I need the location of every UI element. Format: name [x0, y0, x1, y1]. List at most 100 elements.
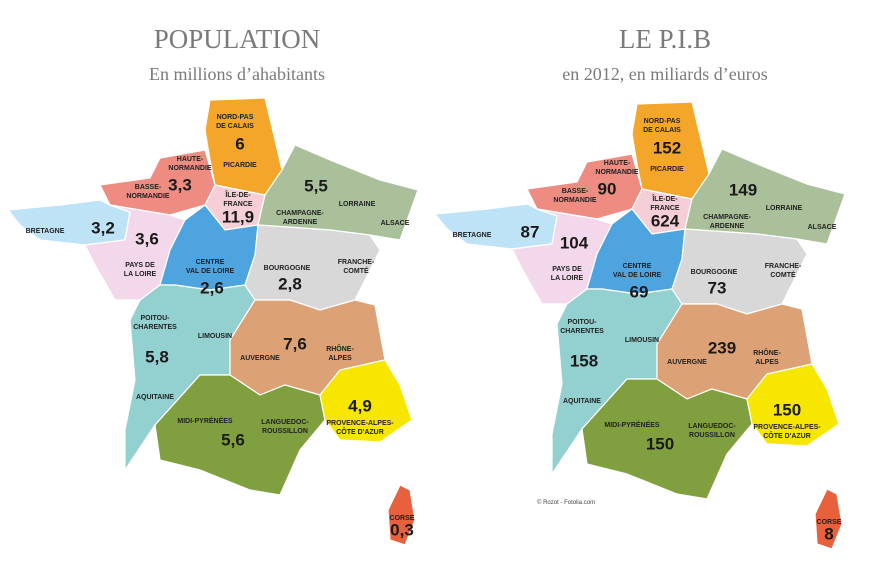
map-subtitle: en 2012, en miliards d’euros [562, 64, 767, 84]
region-value: 0,3 [390, 520, 414, 539]
region-label: ROUSSILLON [689, 432, 735, 439]
region-value: 624 [651, 211, 680, 230]
region-label: AUVERGNE [240, 355, 280, 362]
region-label: PROVENCE-ALPES- [326, 420, 394, 427]
region-label: COMTÉ [343, 266, 369, 275]
region-label: ALSACE [808, 224, 837, 231]
region-value: 5,5 [304, 176, 328, 195]
region-label: NORMANDIE [126, 193, 169, 200]
region-label: HAUTE- [177, 156, 204, 163]
region-label: LANGUEDOC- [688, 423, 736, 430]
region-label: VAL DE LOIRE [186, 268, 235, 275]
region-value: 2,8 [278, 274, 302, 293]
region-value: 158 [570, 351, 598, 370]
region-label: NORD-PAS [217, 114, 254, 121]
region [814, 488, 843, 550]
region-label: FRANCE [650, 205, 679, 212]
region [581, 378, 753, 500]
region-label: LIMOUSIN [198, 333, 232, 340]
region-value: 150 [773, 400, 801, 419]
region-label: PAYS DE [552, 266, 582, 273]
region-value: 2,6 [200, 278, 224, 297]
map-title: POPULATION [154, 24, 321, 54]
region-label: CENTRE [196, 259, 225, 266]
region-label: FRANCHE- [338, 259, 375, 266]
region-label: CÔTE D'AZUR [336, 427, 384, 436]
region-label: NORMANDIE [168, 165, 211, 172]
region-value: 87 [521, 222, 540, 241]
region-label: BASSE- [135, 184, 162, 191]
region-label: FRANCE [223, 201, 252, 208]
region-label: HAUTE- [604, 160, 631, 167]
region [746, 363, 840, 447]
region-label: LA LOIRE [124, 271, 157, 278]
region-label: RHÔNE- [753, 348, 781, 357]
region-label: ALPES [755, 359, 779, 366]
region-label: LORRAINE [766, 205, 803, 212]
region [319, 359, 413, 443]
region-label: CORSE [817, 519, 842, 526]
region-label: CHAMPAGNE- [703, 214, 751, 221]
region-label: DE CALAIS [643, 127, 681, 134]
region [154, 374, 326, 496]
region-label: BASSE- [562, 188, 589, 195]
region-label: COMTÉ [770, 270, 796, 279]
region-label: FRANCHE- [765, 263, 802, 270]
region-label: PICARDIE [223, 162, 257, 169]
region-value: 4,9 [348, 396, 372, 415]
map-title: LE P.I.B [619, 24, 711, 54]
region-value: 104 [560, 233, 589, 252]
region [387, 484, 416, 546]
region-value: 152 [653, 138, 681, 157]
region-value: 5,6 [221, 430, 245, 449]
region-label: ALSACE [381, 220, 410, 227]
region-label: NORMANDIE [553, 197, 596, 204]
region-label: ÎLE-DE- [224, 190, 251, 199]
region-label: LANGUEDOC- [261, 419, 309, 426]
france-map: NORD-PAS DE CALAIS PICARDIE 6 HAUTE- NORMANDI… [6, 97, 419, 546]
region-label: VAL DE LOIRE [613, 272, 662, 279]
region-label: ARDENNE [283, 219, 318, 226]
region-label: ROUSSILLON [262, 428, 308, 435]
france-map: NORD-PAS DE CALAIS PICARDIE 152 HAUTE- NORMAN… [433, 101, 846, 550]
region-label: RHÔNE- [326, 344, 354, 353]
region-label: LIMOUSIN [625, 337, 659, 344]
region-label: ÎLE-DE- [651, 194, 678, 203]
region-label: DE CALAIS [216, 123, 254, 130]
region-value: 7,6 [283, 334, 307, 353]
region-label: CHAMPAGNE- [276, 210, 324, 217]
region-value: 8 [824, 524, 833, 543]
region-value: 11,9 [222, 207, 254, 226]
region-value: 6 [235, 134, 244, 153]
region-label: NORMANDIE [595, 169, 638, 176]
region-value: 69 [630, 282, 649, 301]
region-value: 149 [729, 180, 757, 199]
region-label: CÔTE D'AZUR [763, 431, 811, 440]
region-label: CENTRE [623, 263, 652, 270]
region-label: POITOU- [140, 315, 170, 322]
region-value: 90 [598, 179, 617, 198]
region-label: PICARDIE [650, 166, 684, 173]
region-label: ALPES [328, 355, 352, 362]
region-label: MIDI-PYRÉNÉES [604, 420, 660, 429]
region-label: AUVERGNE [667, 359, 707, 366]
region-label: PROVENCE-ALPES- [753, 424, 821, 431]
region-label: NORD-PAS [644, 118, 681, 125]
region-value: 239 [708, 338, 736, 357]
region-label: LA LOIRE [551, 275, 584, 282]
region-label: BRETAGNE [26, 228, 65, 235]
region-label: BRETAGNE [453, 232, 492, 239]
map-subtitle: En millions d’ahabitants [149, 64, 325, 84]
region-label: BOURGOGNE [264, 265, 311, 272]
region-label: AQUITAINE [563, 398, 601, 405]
region-label: BOURGOGNE [691, 269, 738, 276]
region-label: POITOU- [567, 319, 597, 326]
credit: © Rozot - Fotolia.com [537, 499, 595, 506]
region-label: LORRAINE [339, 201, 376, 208]
region-label: MIDI-PYRÉNÉES [177, 416, 233, 425]
region-label: CORSE [390, 515, 415, 522]
region-label: AQUITAINE [136, 394, 174, 401]
region-value: 3,2 [91, 218, 115, 237]
region-label: CHARENTES [560, 328, 604, 335]
